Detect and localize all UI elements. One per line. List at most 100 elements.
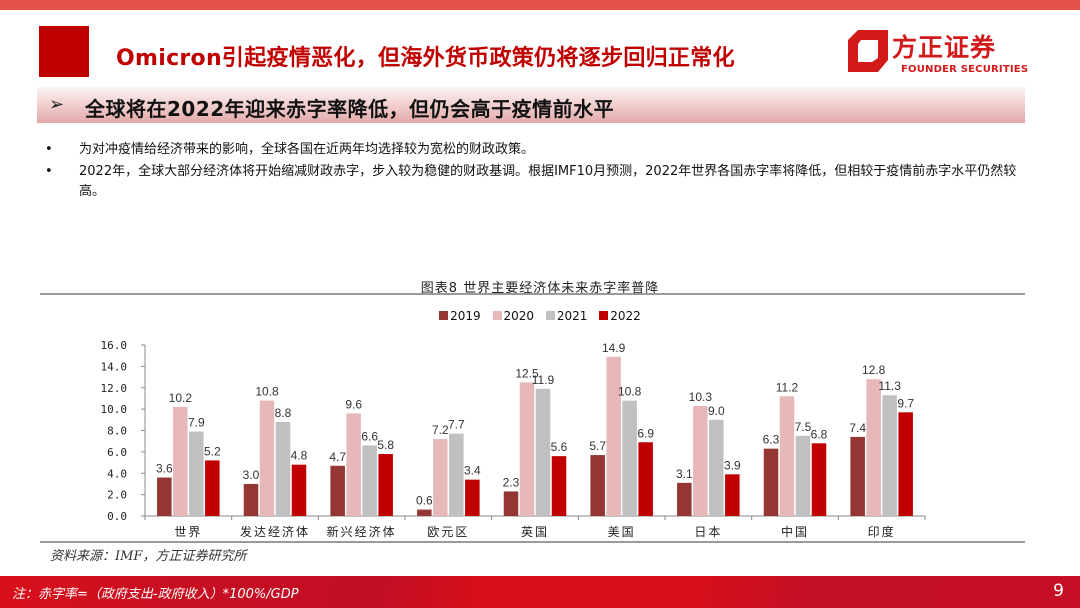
bar-2019	[330, 465, 345, 516]
bar-value-label: 6.6	[361, 429, 378, 443]
bar-2022	[378, 454, 393, 516]
bar-value-label: 3.1	[676, 467, 693, 481]
bar-value-label: 4.7	[329, 450, 346, 464]
bar-2022	[898, 412, 913, 516]
bar-2020	[259, 400, 275, 516]
title-accent-square	[39, 26, 89, 77]
x-category-label: 印度	[868, 524, 896, 539]
y-tick-label: 16.0	[101, 339, 128, 352]
chart-legend: 2019 2020 2021 2022	[0, 309, 1080, 323]
bar-value-label: 3.6	[156, 462, 173, 476]
bar-chart: 0.0 2.0 4.0 6.0 8.0 10.0 12.0 14.0 16.0 3.6 10.2 7.…	[101, 339, 926, 539]
bar-value-label: 9.0	[708, 404, 725, 418]
bar-2022	[811, 443, 827, 516]
bar-2022	[291, 464, 307, 516]
bar-2020	[173, 406, 188, 516]
logo-text-en: FOUNDER SECURITIES	[901, 64, 1029, 75]
y-tick-label: 6.0	[107, 446, 127, 459]
bar-2019	[417, 509, 432, 516]
bar-value-label: 12.5	[515, 366, 539, 380]
legend-swatch-icon	[492, 311, 502, 320]
bar-value-label: 10.8	[255, 385, 279, 399]
arrow-bullet-icon: ➢	[49, 94, 65, 115]
bar-value-label: 10.2	[169, 391, 193, 405]
bar-value-label: 7.2	[432, 423, 449, 437]
bar-2022	[725, 474, 740, 516]
page-number: 9	[1053, 581, 1064, 601]
y-tick-label: 10.0	[101, 403, 128, 416]
bar-2020	[606, 356, 621, 516]
bar-2021	[882, 395, 897, 516]
bar-2019	[157, 477, 172, 516]
bar-2020	[693, 405, 708, 516]
bar-2022	[638, 442, 653, 516]
y-tick-label: 2.0	[107, 489, 127, 502]
chart-title: 图表8 世界主要经济体未来赤字率普降	[420, 281, 660, 296]
bar-value-label: 3.9	[724, 458, 741, 472]
y-tick-label: 0.0	[107, 510, 127, 523]
founder-securities-logo: 方正证券 FOUNDER SECURITIES	[848, 28, 1028, 78]
chart-bottom-rule	[40, 541, 1025, 543]
bar-value-label: 11.2	[776, 380, 799, 394]
bar-value-label: 5.8	[377, 438, 394, 452]
bar-value-label: 6.9	[637, 426, 654, 440]
legend-item-2020: 2020	[492, 309, 534, 323]
bar-2021	[189, 431, 204, 516]
x-category-label: 新兴经济体	[327, 524, 397, 539]
bar-value-label: 6.8	[811, 427, 828, 441]
section-subheading: ➢ 全球将在2022年迎来赤字率降低，但仍会高于疫情前水平	[37, 87, 1025, 123]
bar-2021	[535, 388, 551, 516]
legend-item-2021: 2021	[545, 309, 587, 323]
bar-value-label: 7.9	[188, 416, 205, 430]
bullet-text: 2022年，全球大部分经济体将开始缩减财政赤字，步入较为稳健的财政基调。根据IM…	[79, 164, 1017, 199]
logo-text-cn: 方正证券	[892, 33, 997, 62]
page-title: Omicron引起疫情恶化，但海外货币政策仍将逐步回归正常化	[116, 46, 735, 71]
bullet-dot-icon: •	[45, 142, 53, 157]
x-category-label: 世界	[174, 525, 202, 539]
bar-value-label: 11.3	[878, 379, 901, 393]
bar-value-label: 7.4	[849, 421, 866, 435]
bar-value-label: 7.7	[448, 418, 465, 432]
footer-bar: 注：赤字率=（政府支出-政府收入）*100%/GDP 9	[0, 576, 1080, 608]
legend-swatch-icon	[599, 311, 609, 320]
bar-value-label: 3.0	[243, 468, 260, 482]
bar-2019	[243, 483, 259, 516]
bullet-list: • 为对冲疫情给经济带来的影响，全球各国在近两年均选择较为宽松的财政政策。 • …	[45, 140, 1035, 202]
bar-value-label: 2.3	[503, 475, 520, 489]
x-category-label: 日本	[694, 525, 722, 539]
bar-value-label: 11.9	[532, 373, 555, 387]
bar-2021	[709, 419, 724, 516]
bar-value-label: 9.7	[897, 396, 914, 410]
footer-note: 注：赤字率=（政府支出-政府收入）*100%/GDP	[12, 587, 299, 602]
bar-2020	[346, 413, 361, 516]
bar-value-label: 7.5	[795, 420, 812, 434]
bar-value-label: 10.8	[618, 385, 642, 399]
bar-2020	[519, 382, 535, 516]
bar-2019	[677, 482, 692, 516]
bar-2022	[465, 479, 480, 516]
bar-value-label: 5.7	[589, 439, 606, 453]
bullet-text: 为对冲疫情给经济带来的影响，全球各国在近两年均选择较为宽松的财政政策。	[79, 142, 535, 157]
subheading-text: 全球将在2022年迎来赤字率降低，但仍会高于疫情前水平	[85, 97, 615, 121]
top-accent-bar	[0, 0, 1080, 10]
bar-2021	[622, 400, 637, 516]
legend-swatch-icon	[545, 311, 555, 320]
bullet-dot-icon: •	[45, 164, 53, 179]
x-category-label: 欧元区	[427, 525, 469, 539]
y-tick-label: 4.0	[107, 467, 127, 480]
bullet-item: • 2022年，全球大部分经济体将开始缩减财政赤字，步入较为稳健的财政基调。根据…	[45, 162, 1035, 202]
bar-2021	[275, 421, 291, 516]
legend-swatch-icon	[439, 311, 449, 320]
bar-2019	[850, 436, 865, 516]
x-category-label: 中国	[781, 524, 809, 539]
bar-2021	[362, 445, 377, 516]
bar-2020	[779, 396, 795, 516]
bar-value-label: 12.8	[862, 363, 886, 377]
bar-value-label: 4.8	[291, 449, 308, 463]
bar-value-label: 6.3	[763, 433, 780, 447]
bar-2019	[503, 491, 519, 516]
bar-value-label: 8.8	[275, 406, 292, 420]
legend-item-2019: 2019	[439, 309, 481, 323]
bar-value-label: 5.6	[551, 440, 568, 454]
y-tick-label: 12.0	[101, 382, 128, 395]
